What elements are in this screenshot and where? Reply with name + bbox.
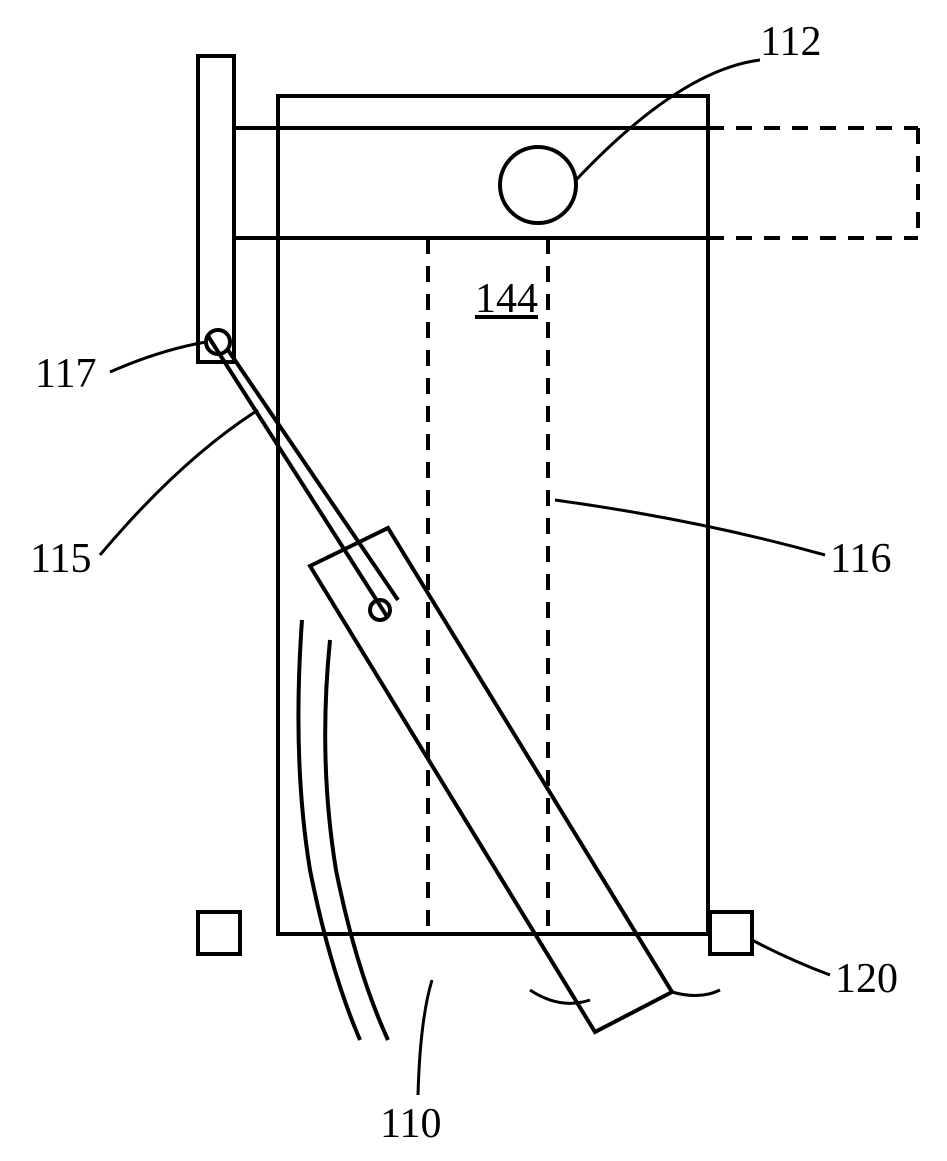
leader-117 xyxy=(110,342,206,372)
label-144: 144 xyxy=(475,275,538,323)
leader-extra-2 xyxy=(672,990,720,996)
tube-110 xyxy=(310,528,672,1032)
hose-left-inner xyxy=(325,640,388,1040)
leader-112 xyxy=(576,60,760,180)
leader-110 xyxy=(418,980,432,1095)
label-117: 117 xyxy=(35,350,96,398)
horizontal-beam-solid xyxy=(234,128,708,238)
leader-116 xyxy=(555,500,825,555)
circle-112 xyxy=(500,147,576,223)
leader-extra-1 xyxy=(530,990,590,1003)
patent-diagram xyxy=(0,0,947,1161)
label-116: 116 xyxy=(830,535,891,583)
arm-115-top xyxy=(208,336,388,618)
vertical-bar xyxy=(198,56,234,362)
label-120: 120 xyxy=(835,955,898,1003)
right-foot xyxy=(710,912,752,954)
left-foot xyxy=(198,912,240,954)
label-112: 112 xyxy=(760,18,821,66)
label-110: 110 xyxy=(380,1100,441,1148)
label-115: 115 xyxy=(30,535,91,583)
leader-115 xyxy=(100,410,258,555)
leader-120 xyxy=(752,940,830,975)
